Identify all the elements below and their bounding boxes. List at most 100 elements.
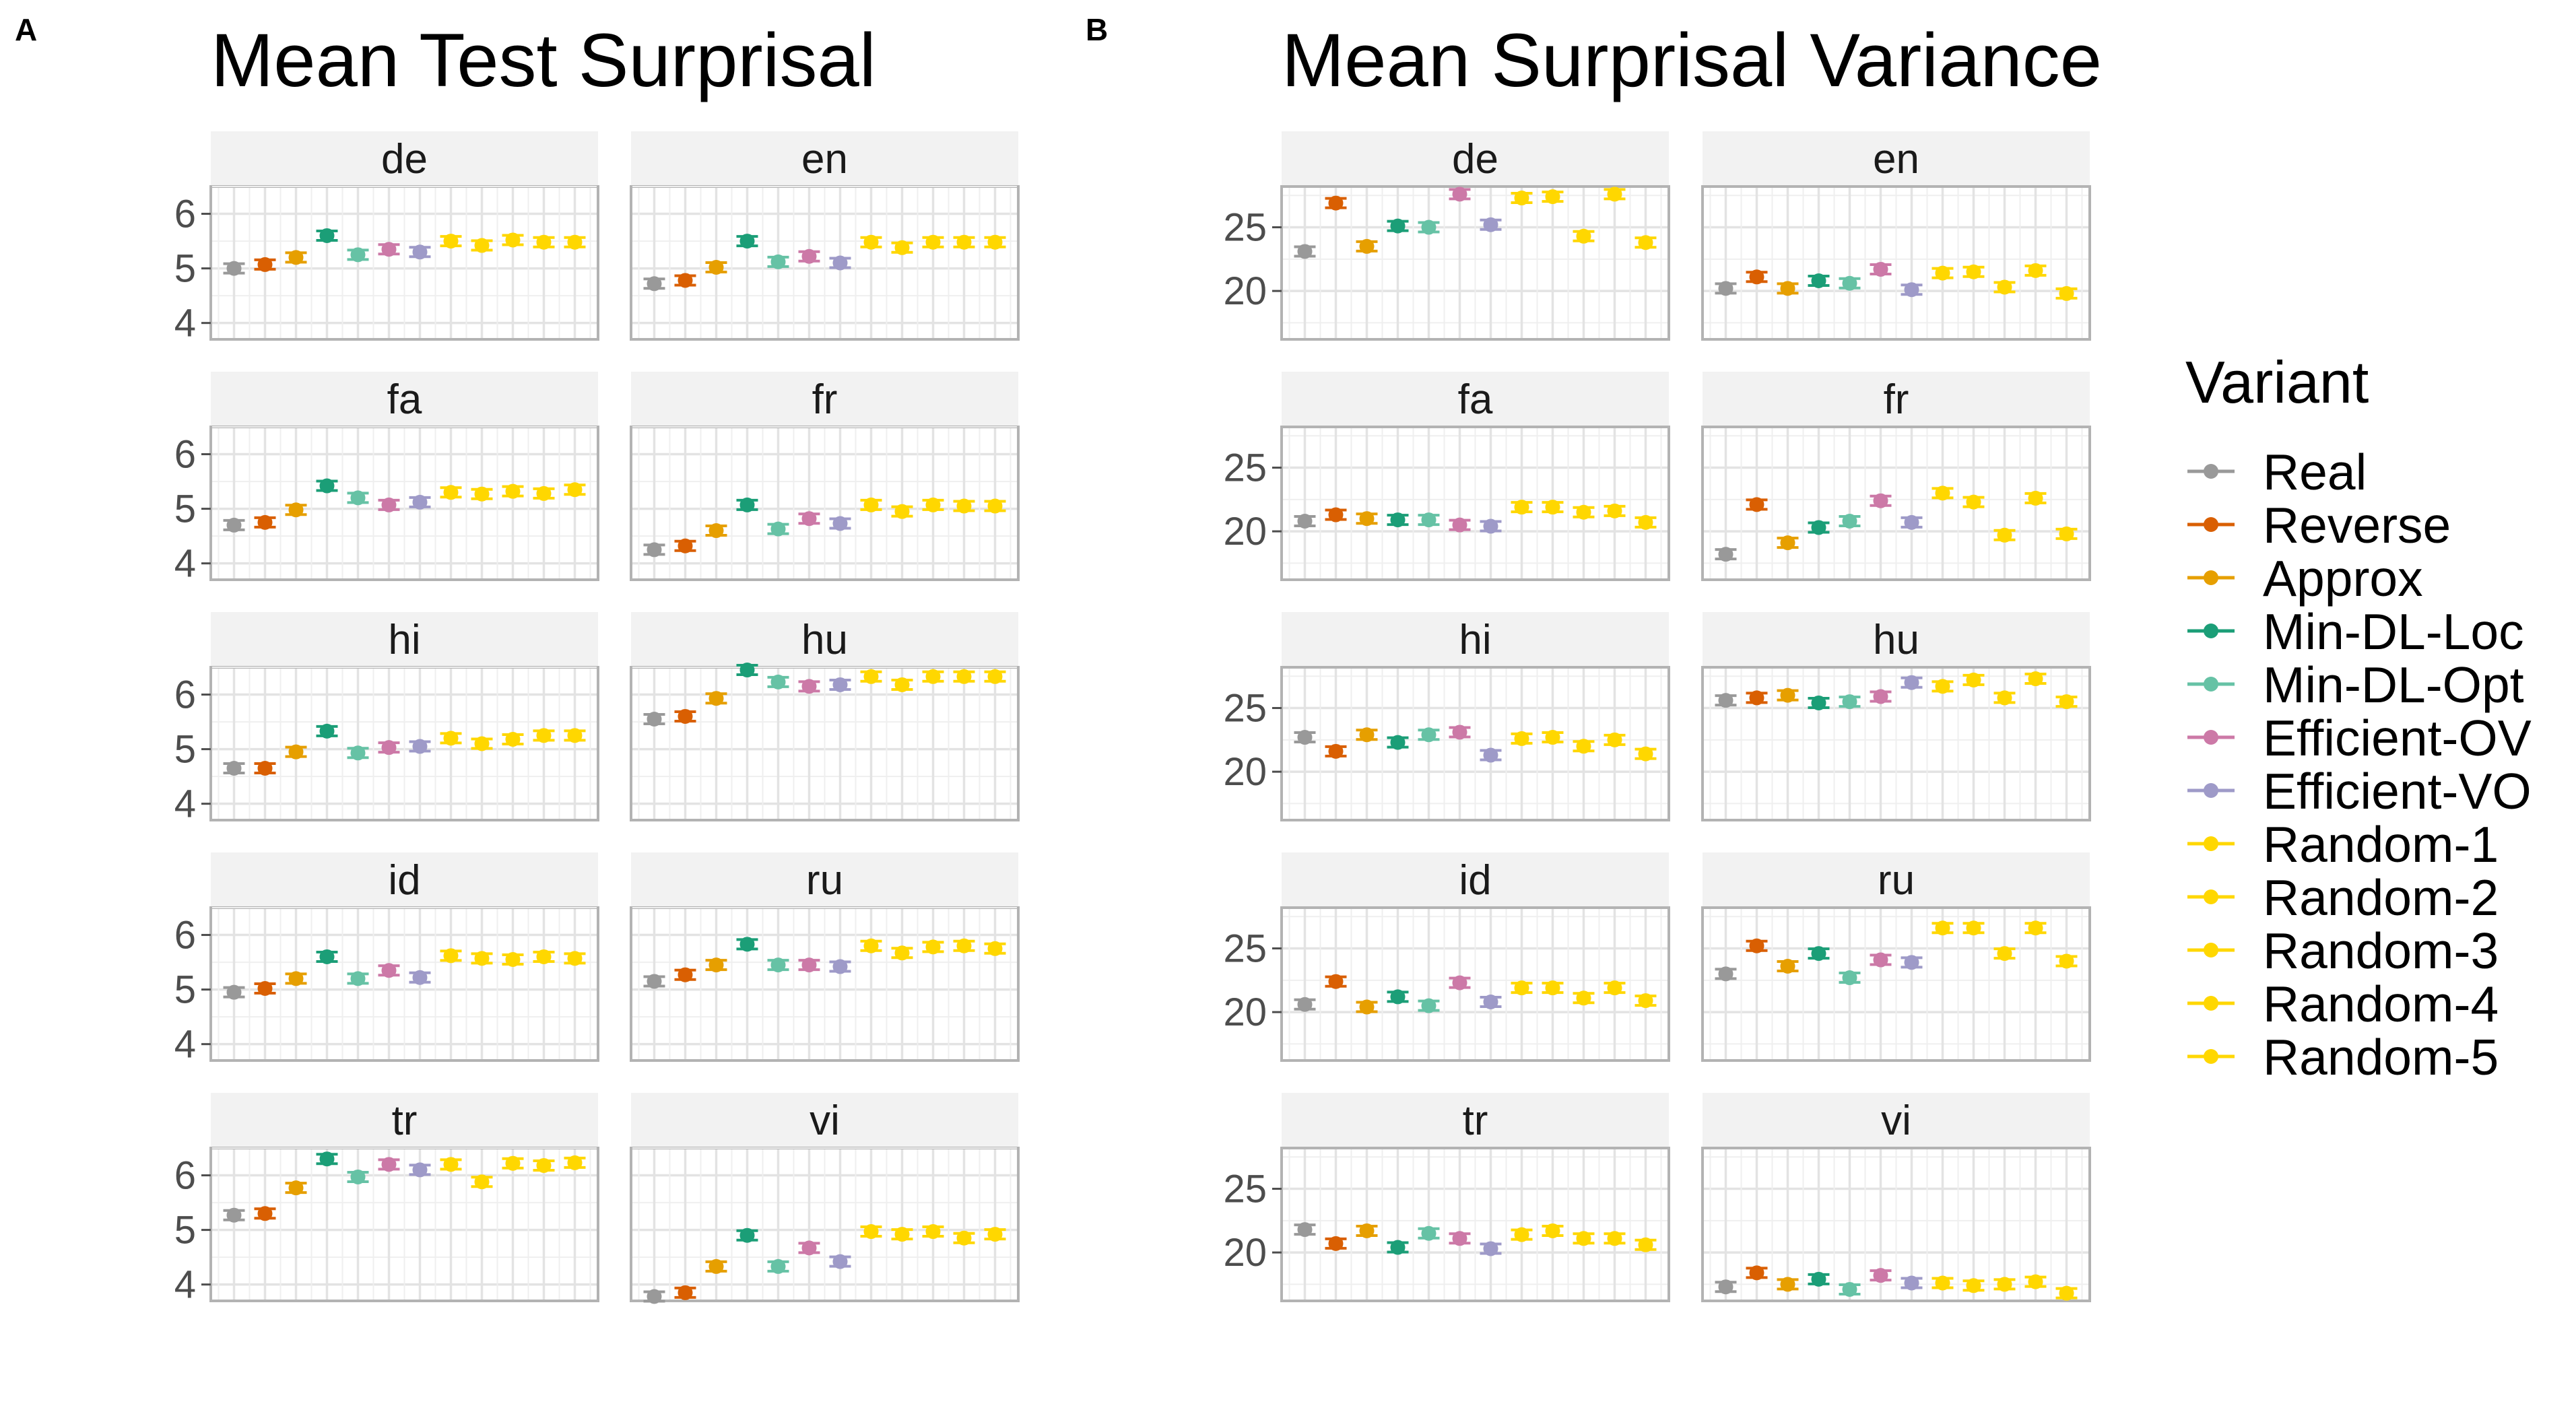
data-point-id-real: [1297, 997, 1313, 1012]
data-point-ru-real: [647, 974, 662, 989]
data-point-hu-random-1: [1935, 679, 1950, 694]
data-point-hu-random-5: [2059, 694, 2074, 710]
legend-item: Real: [2187, 444, 2367, 500]
data-point-hu-random-5: [987, 669, 1003, 684]
data-point-hu-approx: [708, 691, 724, 706]
chart-title: Mean Surprisal Variance: [1282, 18, 2102, 102]
facet-hi: hi 20 25: [1223, 612, 1670, 821]
data-point-fr-efficient-ov: [801, 511, 817, 527]
data-point-vi-real: [647, 1289, 662, 1304]
data-point-fr-real: [647, 542, 662, 558]
facet-strip: [1703, 1093, 2090, 1148]
facet-label: ru: [1878, 857, 1915, 904]
facet-label: fa: [387, 376, 422, 423]
legend-label: Efficient-VO: [2263, 763, 2532, 819]
data-point-hi-efficient-vo: [1483, 747, 1498, 763]
data-point-fa-approx: [1359, 511, 1375, 527]
data-point-id-efficient-ov: [381, 963, 397, 978]
data-point-hu-random-3: [925, 669, 941, 684]
data-point-hu-efficient-ov: [1873, 689, 1888, 704]
data-point-tr-efficient-vo: [1483, 1241, 1498, 1256]
data-point-id-min-dl-opt: [1421, 998, 1436, 1013]
legend-key-point: [2204, 889, 2218, 904]
data-point-hi-min-dl-opt: [1421, 727, 1436, 743]
y-tick-label: 4: [174, 302, 196, 345]
data-point-hu-real: [1718, 693, 1733, 708]
data-point-vi-random-1: [863, 1224, 879, 1240]
data-point-hi-random-3: [505, 732, 521, 747]
data-point-ru-random-4: [2028, 920, 2043, 936]
data-point-fa-random-5: [1638, 514, 1653, 530]
data-point-id-approx: [1359, 999, 1375, 1015]
data-point-hu-random-4: [956, 669, 972, 684]
facet-label: hi: [1459, 617, 1491, 663]
data-point-fr-random-5: [987, 498, 1003, 514]
data-point-fa-random-2: [474, 486, 490, 502]
data-point-de-random-1: [443, 234, 459, 249]
data-point-en-efficient-ov: [801, 248, 817, 264]
data-point-tr-min-dl-opt: [1421, 1225, 1436, 1241]
data-point-fa-reverse: [257, 514, 273, 530]
legend-key-point: [2204, 943, 2218, 957]
data-point-fa-real: [1297, 513, 1313, 529]
legend-item: Random-2: [2187, 869, 2499, 926]
data-point-fa-random-1: [443, 485, 459, 500]
data-point-id-reverse: [1328, 974, 1344, 989]
facet-strip: [1703, 372, 2090, 427]
data-point-vi-random-3: [925, 1224, 941, 1240]
data-point-fr-random-5: [2059, 526, 2074, 541]
legend-label: Random-1: [2263, 816, 2499, 873]
data-point-en-min-dl-opt: [1842, 275, 1857, 291]
data-point-en-efficient-vo: [1904, 282, 1919, 298]
data-point-tr-approx: [1359, 1223, 1375, 1238]
data-point-fr-min-dl-loc: [739, 497, 755, 512]
y-tick-label: 4: [174, 1263, 196, 1307]
data-point-id-random-2: [1545, 980, 1560, 996]
y-tick-label: 5: [174, 1209, 196, 1252]
data-point-de-efficient-vo: [1483, 217, 1498, 232]
data-point-de-approx: [1359, 238, 1375, 254]
data-point-id-random-4: [1607, 980, 1622, 996]
data-point-en-random-4: [2028, 263, 2043, 278]
data-point-tr-random-4: [1607, 1231, 1622, 1246]
data-point-de-approx: [288, 250, 304, 265]
data-point-id-efficient-vo: [412, 970, 428, 985]
chart-mean-test-surprisal: A Mean Test Surprisalde456enfa456frhi456h…: [15, 12, 1020, 1307]
data-point-de-min-dl-loc: [319, 228, 335, 243]
facet-ru: ru: [1701, 852, 2091, 1062]
data-point-en-min-dl-loc: [1811, 273, 1826, 288]
legend: Variant RealReverseApproxMin-DL-LocMin-DL…: [2185, 349, 2532, 1085]
y-tick-label: 4: [174, 782, 196, 826]
data-point-vi-efficient-ov: [1873, 1268, 1888, 1283]
data-point-ru-reverse: [678, 967, 693, 982]
legend-label: Real: [2263, 444, 2367, 500]
data-point-en-random-1: [863, 234, 879, 250]
data-point-fr-approx: [1780, 535, 1795, 551]
legend-key-point: [2204, 570, 2218, 585]
data-point-fa-real: [226, 517, 242, 533]
legend-key-point: [2204, 730, 2218, 745]
facet-strip: [211, 131, 598, 187]
data-point-vi-efficient-vo: [1904, 1275, 1919, 1291]
facet-vi: vi: [1701, 1093, 2091, 1302]
legend-item: Random-4: [2187, 976, 2499, 1032]
data-point-hi-real: [1297, 730, 1313, 745]
data-point-ru-random-3: [1997, 946, 2012, 962]
data-point-ru-approx: [708, 957, 724, 973]
data-point-vi-approx: [708, 1258, 724, 1274]
legend-label: Reverse: [2263, 497, 2451, 553]
legend-key-point: [2204, 517, 2218, 532]
facet-strip: [631, 372, 1018, 427]
data-point-fa-min-dl-loc: [1390, 512, 1406, 528]
data-point-en-real: [1718, 281, 1733, 296]
data-point-hu-min-dl-loc: [739, 663, 755, 678]
data-point-hu-real: [647, 712, 662, 727]
data-point-hi-reverse: [257, 760, 273, 776]
data-point-de-efficient-ov: [381, 242, 397, 257]
facet-de: de 20 25: [1223, 131, 1670, 341]
facet-strip: [1282, 612, 1669, 667]
y-tick-label: 25: [1223, 1168, 1267, 1211]
data-point-de-reverse: [1328, 195, 1344, 211]
data-point-fr-efficient-vo: [1904, 514, 1919, 530]
legend-label: Approx: [2263, 550, 2423, 607]
